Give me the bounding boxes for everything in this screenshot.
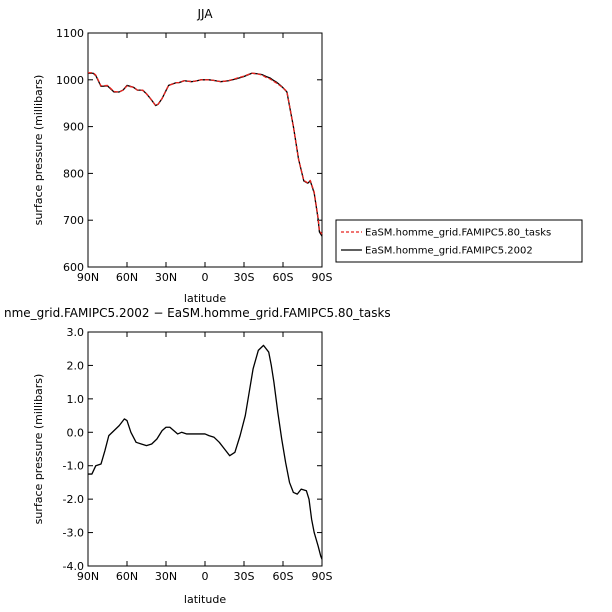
bottom-y-tick-label: 2.0 [67, 359, 85, 372]
bottom-y-tick-label: -2.0 [63, 493, 84, 506]
top-series-line-easm-homme-grid-famipc5-80-tasks [88, 72, 323, 235]
bottom-x-tick-label: 90S [312, 570, 333, 583]
legend-label-2002: EaSM.homme_grid.FAMIPC5.2002 [365, 246, 533, 257]
bottom-x-tick-label: 60N [116, 570, 138, 583]
top-x-tick-label: 90N [77, 271, 99, 284]
top-x-tick-label: 30S [234, 271, 255, 284]
bottom-x-ticks: 90N 60N 30N 0 30S 60S 90S [77, 332, 333, 583]
bottom-x-tick-label: 60S [273, 570, 294, 583]
top-y-tick-label: 700 [63, 214, 84, 227]
top-chart-title: JJA [196, 7, 213, 21]
legend-box [335, 219, 583, 263]
bottom-y-tick-label: -1.0 [63, 460, 84, 473]
top-y-tick-label: 900 [63, 121, 84, 134]
bottom-series-lines [88, 344, 323, 560]
top-x-tick-label: 60N [116, 271, 138, 284]
bottom-y-tick-label: 0.0 [67, 426, 85, 439]
top-y-ticks: 600 700 800 900 1000 1100 [56, 27, 322, 274]
top-series-lines [88, 72, 323, 237]
top-x-tick-label: 60S [273, 271, 294, 284]
bottom-y-tick-label: -4.0 [63, 560, 84, 573]
top-y-axis-label: surface pressure (millibars) [32, 75, 45, 226]
bottom-x-axis-label: latitude [184, 593, 226, 606]
top-y-tick-label: 1000 [56, 74, 84, 87]
top-series-line-easm-homme-grid-famipc5-2002 [88, 72, 323, 237]
bottom-y-tick-label: 3.0 [67, 326, 85, 339]
legend-label-80-tasks: EaSM.homme_grid.FAMIPC5.80_tasks [365, 228, 551, 239]
top-y-tick-label: 1100 [56, 27, 84, 40]
bottom-x-tick-label: 30N [155, 570, 177, 583]
legend: EaSM.homme_grid.FAMIPC5.80_tasks EaSM.ho… [335, 219, 583, 263]
bottom-chart-title: nme_grid.FAMIPC5.2002 − EaSM.homme_grid.… [4, 306, 391, 320]
top-y-tick-label: 800 [63, 167, 84, 180]
top-x-tick-label: 0 [202, 271, 209, 284]
top-y-tick-label: 600 [63, 261, 84, 274]
bottom-series-line-difference [88, 344, 323, 560]
top-plot-frame [87, 32, 323, 268]
bottom-y-axis-label: surface pressure (millibars) [32, 374, 45, 525]
bottom-y-tick-label: 1.0 [67, 393, 85, 406]
bottom-plot-frame [87, 331, 323, 567]
top-x-axis-label: latitude [184, 292, 226, 305]
top-x-ticks: 90N 60N 30N 0 30S 60S 90S [77, 33, 333, 284]
bottom-x-tick-label: 0 [202, 570, 209, 583]
bottom-y-tick-label: -3.0 [63, 527, 84, 540]
bottom-y-ticks: 3.0 2.0 1.0 0.0 -1.0 -2.0 -3.0 -4.0 [63, 326, 322, 573]
bottom-x-tick-label: 90N [77, 570, 99, 583]
bottom-chart: nme_grid.FAMIPC5.2002 − EaSM.homme_grid.… [4, 306, 391, 606]
top-x-tick-label: 30N [155, 271, 177, 284]
top-x-tick-label: 90S [312, 271, 333, 284]
bottom-x-tick-label: 30S [234, 570, 255, 583]
